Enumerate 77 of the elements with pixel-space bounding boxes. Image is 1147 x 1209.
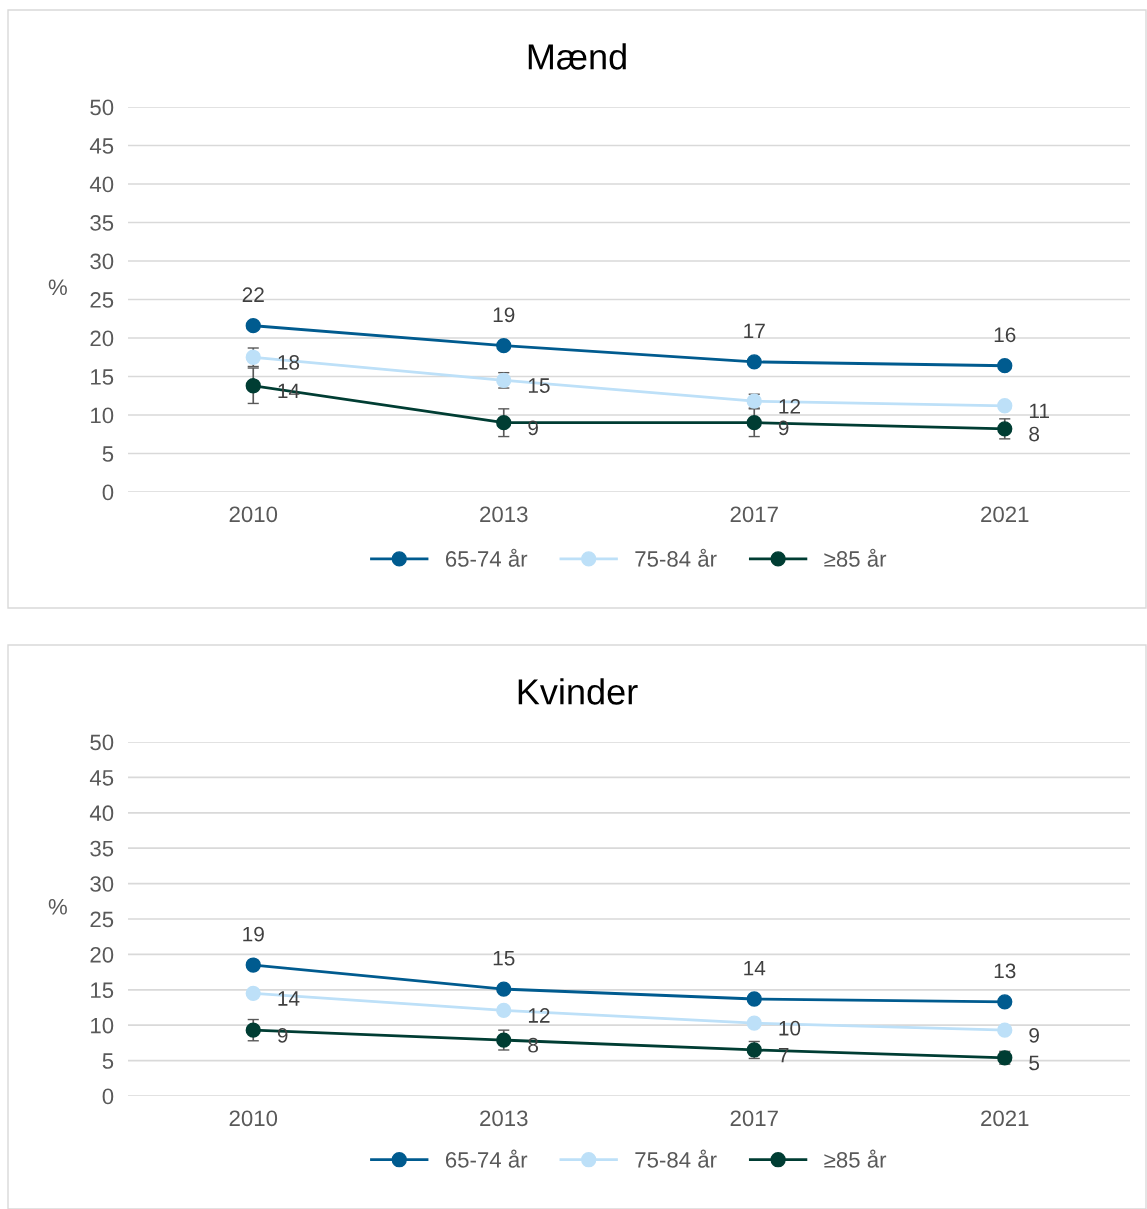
point [245, 1022, 261, 1038]
point [245, 318, 261, 334]
legend-label: ≥85 år [824, 1149, 887, 1168]
data-label: 7 [778, 1047, 789, 1063]
data-label: 15 [493, 950, 515, 966]
point [746, 1015, 762, 1031]
legend-label: ≥85 år [824, 548, 887, 567]
x-tick-label: 2017 [730, 1110, 778, 1127]
y-tick-label: 15 [91, 982, 114, 999]
point [997, 398, 1013, 414]
y-tick-label: 35 [90, 840, 114, 857]
point [496, 415, 512, 431]
data-label: 22 [242, 287, 264, 302]
y-tick-label: 40 [89, 805, 114, 822]
data-label: 12 [779, 398, 800, 414]
point [997, 358, 1013, 374]
data-label: 11 [1029, 403, 1049, 419]
y-tick-label: 20 [90, 946, 114, 963]
data-label: 17 [744, 323, 765, 339]
chart-title: Mænd [528, 43, 626, 70]
x-tick-label: 2021 [981, 1110, 1029, 1127]
x-tick-label: 2010 [229, 1110, 278, 1127]
legend-label: 65-74 år [445, 1149, 528, 1168]
y-tick-label: 25 [90, 292, 114, 308]
y-axis-title: % [48, 279, 67, 296]
data-label: 8 [1029, 426, 1040, 442]
point [496, 981, 512, 997]
point [746, 354, 762, 370]
point [746, 991, 762, 1007]
x-tick-label: 2010 [229, 506, 278, 523]
data-label: 9 [1029, 1027, 1039, 1043]
data-label: 5 [1029, 1055, 1040, 1071]
point [245, 378, 261, 394]
point [245, 985, 261, 1001]
x-tick-label: 2013 [480, 1110, 528, 1127]
x-tick-label: 2013 [480, 506, 528, 523]
data-label: 9 [528, 420, 538, 436]
y-tick-label: 15 [91, 369, 114, 385]
legend-label: 65-74 år [445, 548, 528, 567]
data-label: 14 [278, 991, 300, 1006]
y-tick-label: 30 [90, 253, 114, 270]
y-axis-title: % [48, 898, 67, 915]
point [496, 1002, 512, 1018]
y-tick-label: 0 [102, 484, 114, 501]
point [245, 957, 261, 973]
y-tick-label: 30 [90, 876, 114, 892]
data-label: 19 [493, 307, 515, 323]
legend-label: 75-84 år [635, 1149, 717, 1168]
point [997, 1022, 1013, 1038]
y-tick-label: 10 [91, 407, 114, 424]
y-tick-label: 0 [102, 1088, 114, 1105]
y-tick-label: 5 [102, 446, 114, 462]
point [997, 994, 1013, 1010]
y-tick-label: 45 [89, 770, 114, 786]
data-label: 16 [994, 327, 1016, 343]
data-label: 15 [528, 378, 550, 393]
data-label: 19 [243, 926, 264, 942]
y-tick-label: 5 [102, 1053, 114, 1069]
y-tick-label: 50 [90, 734, 114, 751]
y-tick-label: 25 [90, 911, 114, 928]
chart-title: Kvinder [518, 678, 638, 705]
legend-label: 75-84 år [635, 548, 717, 567]
data-label: 12 [528, 1008, 550, 1023]
y-tick-label: 20 [90, 330, 114, 347]
data-label: 18 [278, 355, 300, 370]
y-tick-label: 35 [90, 215, 114, 231]
data-label: 10 [779, 1020, 801, 1036]
data-label: 14 [744, 960, 766, 976]
y-tick-label: 10 [91, 1017, 114, 1034]
y-tick-label: 40 [89, 176, 114, 193]
data-label: 13 [994, 963, 1016, 979]
x-tick-label: 2017 [730, 506, 778, 523]
y-tick-label: 50 [90, 99, 114, 116]
point [496, 338, 512, 354]
y-tick-label: 45 [89, 138, 114, 154]
x-tick-label: 2021 [981, 506, 1029, 523]
point [746, 415, 762, 431]
